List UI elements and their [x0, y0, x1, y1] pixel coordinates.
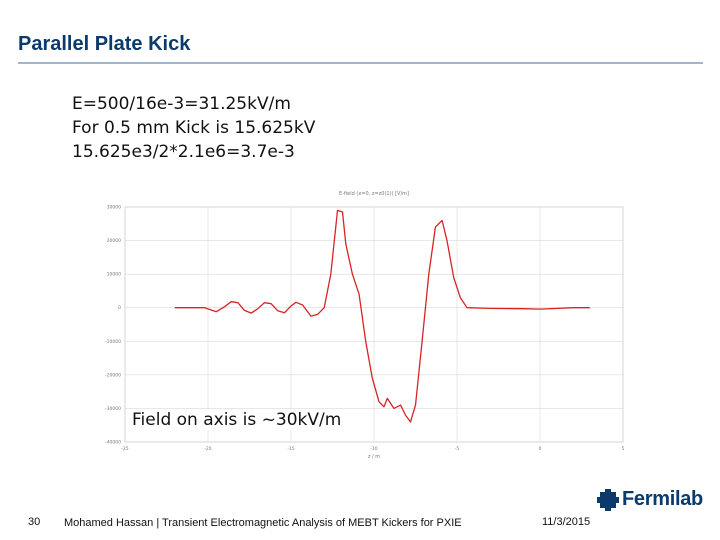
plot-caption: Field on axis is ~30kV/m [130, 410, 344, 430]
footer-text: Mohamed Hassan | Transient Electromagnet… [64, 517, 462, 529]
bullet-list: E=500/16e-3=31.25kV/m For 0.5 mm Kick is… [72, 92, 315, 164]
x-tick-label: -5 [455, 446, 460, 452]
y-tick-label: -30000 [105, 406, 121, 412]
bullet-line: E=500/16e-3=31.25kV/m [72, 94, 291, 114]
title-divider [18, 62, 703, 64]
slide-title: Parallel Plate Kick [18, 33, 191, 55]
y-tick-label: -10000 [105, 339, 121, 345]
x-tick-label: 0 [539, 446, 542, 452]
field-plot-svg: E-field (x=0, z=z0(1)) [V/m] 30000 20000 10… [105, 191, 625, 460]
fermilab-logo: Fermilab [597, 488, 703, 511]
bullet-line: For 0.5 mm Kick is 15.625kV [72, 118, 316, 138]
y-tick-label: 30000 [107, 205, 121, 211]
field-plot: E-field (x=0, z=z0(1)) [V/m] 30000 20000 10… [95, 185, 635, 475]
x-axis-label: z / m [368, 454, 380, 460]
y-tick-label: 20000 [107, 238, 121, 244]
y-tick-label: 0 [118, 305, 121, 311]
page-number: 30 [28, 516, 41, 528]
x-tick-label: -10 [370, 446, 377, 452]
chart-title: E-field (x=0, z=z0(1)) [V/m] [339, 191, 409, 197]
x-tick-label: -20 [204, 446, 211, 452]
x-tick-label: -25 [121, 446, 128, 452]
bullet-line: 15.625e3/2*2.1e6=3.7e-3 [72, 142, 295, 162]
field-trace [174, 209, 590, 423]
fermilab-logo-icon [597, 488, 619, 511]
x-tick-label: 5 [622, 446, 625, 452]
y-tick-label: 10000 [107, 272, 121, 278]
x-tick-label: -15 [287, 446, 294, 452]
y-tick-label: -20000 [105, 372, 121, 378]
footer-date: 11/3/2015 [542, 516, 591, 528]
fermilab-logo-text: Fermilab [622, 488, 703, 510]
y-tick-label: -40000 [105, 440, 121, 446]
